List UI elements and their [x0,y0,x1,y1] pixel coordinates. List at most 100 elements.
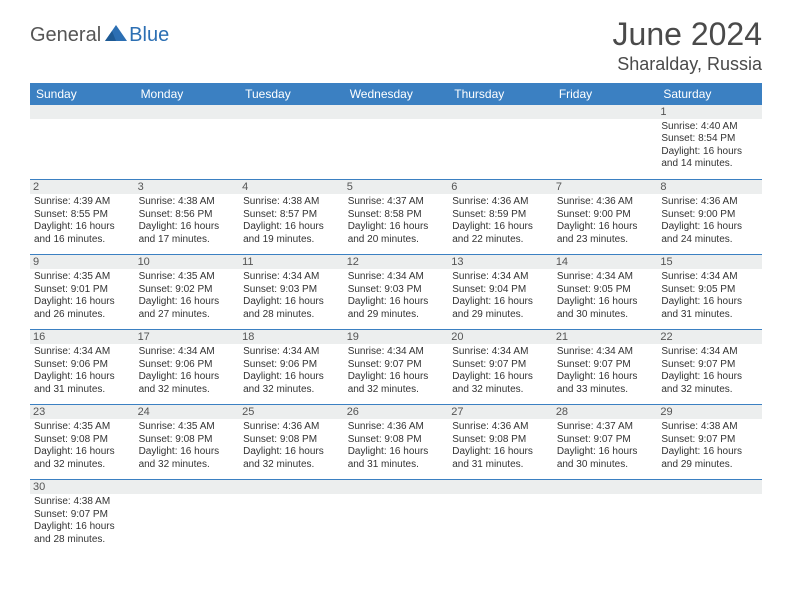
day-details: Sunrise: 4:35 AMSunset: 9:01 PMDaylight:… [34,271,131,321]
calendar-table: SundayMondayTuesdayWednesdayThursdayFrid… [30,83,762,555]
day-number-empty [448,105,553,119]
calendar-cell: 30 Sunrise: 4:38 AMSunset: 9:07 PMDayligh… [30,480,135,555]
day-number: 28 [553,405,658,419]
calendar-cell: 29Sunrise: 4:38 AMSunset: 9:07 PMDayligh… [657,405,762,480]
calendar-cell: 25Sunrise: 4:36 AMSunset: 9:08 PMDayligh… [239,405,344,480]
title-month: June 2024 [613,18,762,52]
day-number: 10 [135,255,240,269]
day-number: 3 [135,180,240,194]
calendar-cell: 12 Sunrise: 4:34 AMSunset: 9:03 PMDayligh… [344,255,449,330]
day-number-empty [657,480,762,494]
day-number: 21 [553,330,658,344]
calendar-cell: 20 Sunrise: 4:34 AMSunset: 9:07 PMDayligh… [448,330,553,405]
header-row: General Blue June 2024 Sharalday, Russia [30,18,762,75]
day-number-empty [135,480,240,494]
logo-text-general: General [30,24,101,47]
day-details: Sunrise: 4:34 AMSunset: 9:03 PMDaylight:… [348,271,445,321]
day-details: Sunrise: 4:36 AMSunset: 9:00 PMDaylight:… [661,196,758,246]
calendar-cell: 22Sunrise: 4:34 AMSunset: 9:07 PMDayligh… [657,330,762,405]
day-details: Sunrise: 4:39 AMSunset: 8:55 PMDaylight:… [34,196,131,246]
calendar-cell: 19 Sunrise: 4:34 AMSunset: 9:07 PMDayligh… [344,330,449,405]
day-number-empty [239,480,344,494]
day-details: Sunrise: 4:36 AMSunset: 9:00 PMDaylight:… [557,196,654,246]
dow-header: Saturday [657,83,762,105]
day-number: 7 [553,180,658,194]
day-details: Sunrise: 4:38 AMSunset: 9:07 PMDaylight:… [34,496,131,546]
day-number: 8 [657,180,762,194]
day-number: 30 [30,480,135,494]
calendar-row: 23Sunrise: 4:35 AMSunset: 9:08 PMDayligh… [30,405,762,480]
calendar-cell [448,105,553,180]
day-number: 15 [657,255,762,269]
day-number: 6 [448,180,553,194]
day-details: Sunrise: 4:36 AMSunset: 9:08 PMDaylight:… [452,421,549,471]
day-number: 20 [448,330,553,344]
calendar-cell: 3 Sunrise: 4:38 AMSunset: 8:56 PMDaylight… [135,180,240,255]
day-details: Sunrise: 4:34 AMSunset: 9:03 PMDaylight:… [243,271,340,321]
day-details: Sunrise: 4:34 AMSunset: 9:05 PMDaylight:… [557,271,654,321]
day-details: Sunrise: 4:34 AMSunset: 9:06 PMDaylight:… [34,346,131,396]
day-number-empty [448,480,553,494]
day-number-empty [344,480,449,494]
day-number: 4 [239,180,344,194]
day-details: Sunrise: 4:35 AMSunset: 9:08 PMDaylight:… [34,421,131,471]
calendar-cell [448,480,553,555]
day-number: 24 [135,405,240,419]
dow-header: Friday [553,83,658,105]
calendar-row: 1 Sunrise: 4:40 AMSunset: 8:54 PMDaylight… [30,105,762,180]
calendar-cell: 17Sunrise: 4:34 AMSunset: 9:06 PMDayligh… [135,330,240,405]
day-number: 16 [30,330,135,344]
calendar-cell: 2Sunrise: 4:39 AMSunset: 8:55 PMDaylight… [30,180,135,255]
day-number: 13 [448,255,553,269]
calendar-cell: 9 Sunrise: 4:35 AMSunset: 9:01 PMDaylight… [30,255,135,330]
day-number: 14 [553,255,658,269]
dow-header: Thursday [448,83,553,105]
day-details: Sunrise: 4:38 AMSunset: 8:56 PMDaylight:… [139,196,236,246]
day-details: Sunrise: 4:34 AMSunset: 9:07 PMDaylight:… [452,346,549,396]
calendar-head: SundayMondayTuesdayWednesdayThursdayFrid… [30,83,762,105]
day-details: Sunrise: 4:37 AMSunset: 8:58 PMDaylight:… [348,196,445,246]
day-number: 1 [657,105,762,119]
day-details: Sunrise: 4:40 AMSunset: 8:54 PMDaylight:… [661,121,758,171]
calendar-cell: 18Sunrise: 4:34 AMSunset: 9:06 PMDayligh… [239,330,344,405]
calendar-cell [657,480,762,555]
day-number: 11 [239,255,344,269]
calendar-cell: 4Sunrise: 4:38 AMSunset: 8:57 PMDaylight… [239,180,344,255]
calendar-body: 1 Sunrise: 4:40 AMSunset: 8:54 PMDaylight… [30,105,762,555]
day-details: Sunrise: 4:35 AMSunset: 9:08 PMDaylight:… [139,421,236,471]
calendar-cell: 13 Sunrise: 4:34 AMSunset: 9:04 PMDayligh… [448,255,553,330]
day-number-empty [30,105,135,119]
calendar-cell: 8 Sunrise: 4:36 AMSunset: 9:00 PMDaylight… [657,180,762,255]
calendar-cell [553,105,658,180]
calendar-cell: 6Sunrise: 4:36 AMSunset: 8:59 PMDaylight… [448,180,553,255]
calendar-cell: 21Sunrise: 4:34 AMSunset: 9:07 PMDayligh… [553,330,658,405]
calendar-cell [344,105,449,180]
logo-text-blue: Blue [129,24,169,47]
dow-header: Tuesday [239,83,344,105]
calendar-cell [553,480,658,555]
day-details: Sunrise: 4:37 AMSunset: 9:07 PMDaylight:… [557,421,654,471]
day-number: 5 [344,180,449,194]
day-details: Sunrise: 4:34 AMSunset: 9:04 PMDaylight:… [452,271,549,321]
calendar-cell: 1 Sunrise: 4:40 AMSunset: 8:54 PMDaylight… [657,105,762,180]
calendar-cell: 26Sunrise: 4:36 AMSunset: 9:08 PMDayligh… [344,405,449,480]
day-number: 9 [30,255,135,269]
day-number: 19 [344,330,449,344]
calendar-cell: 24 Sunrise: 4:35 AMSunset: 9:08 PMDayligh… [135,405,240,480]
day-number-empty [553,480,658,494]
calendar-cell: 27Sunrise: 4:36 AMSunset: 9:08 PMDayligh… [448,405,553,480]
calendar-cell: 28 Sunrise: 4:37 AMSunset: 9:07 PMDayligh… [553,405,658,480]
title-location: Sharalday, Russia [613,54,762,75]
dow-header: Wednesday [344,83,449,105]
dow-header: Sunday [30,83,135,105]
calendar-cell [135,480,240,555]
title-block: June 2024 Sharalday, Russia [613,18,762,75]
day-number-empty [553,105,658,119]
day-details: Sunrise: 4:34 AMSunset: 9:07 PMDaylight:… [661,346,758,396]
day-number: 12 [344,255,449,269]
day-details: Sunrise: 4:34 AMSunset: 9:07 PMDaylight:… [348,346,445,396]
day-details: Sunrise: 4:34 AMSunset: 9:06 PMDaylight:… [243,346,340,396]
day-number-empty [135,105,240,119]
calendar-row: 9 Sunrise: 4:35 AMSunset: 9:01 PMDaylight… [30,255,762,330]
calendar-cell: 10Sunrise: 4:35 AMSunset: 9:02 PMDayligh… [135,255,240,330]
